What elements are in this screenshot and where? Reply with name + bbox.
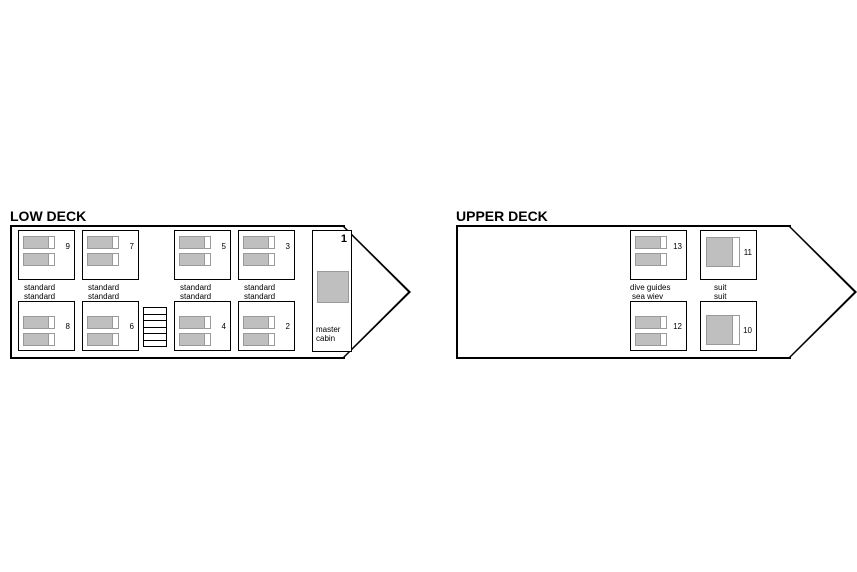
pillow-icon (48, 253, 55, 266)
deck-plan-canvas: LOW DECK 9 standard 7 standard 5 standar… (0, 0, 857, 572)
upper-deck-title: UPPER DECK (456, 208, 548, 224)
pillow-icon (204, 316, 211, 329)
cabin-label: dive guides (630, 283, 670, 292)
cabin-label: standard (244, 283, 275, 292)
cabin-8: 8 (18, 301, 75, 351)
pillow-icon (268, 253, 275, 266)
cabin-9: 9 (18, 230, 75, 280)
cabin-label: suit (714, 283, 726, 292)
pillow-icon (204, 333, 211, 346)
cabin-4: 4 (174, 301, 231, 351)
pillow-icon (732, 237, 740, 267)
cabin-label: suit (714, 292, 726, 301)
cabin-number: 5 (221, 242, 227, 251)
cabin-label: standard (88, 283, 119, 292)
low-deck-title: LOW DECK (10, 208, 86, 224)
pillow-icon (112, 316, 119, 329)
pillow-icon (660, 236, 667, 249)
cabin-label: sea wiev (632, 292, 663, 301)
cabin-label: standard (24, 292, 55, 301)
cabin-2: 2 (238, 301, 295, 351)
cabin-number: 7 (129, 242, 135, 251)
cabin-number: 1 (340, 233, 348, 245)
cabin-number: 3 (285, 242, 291, 251)
cabin-10: 10 (700, 301, 757, 351)
pillow-icon (660, 316, 667, 329)
cabin-number: 2 (285, 322, 291, 331)
cabin-label: master cabin (316, 325, 340, 343)
pillow-icon (48, 316, 55, 329)
pillow-icon (268, 333, 275, 346)
cabin-number: 10 (742, 326, 753, 335)
cabin-number: 13 (672, 242, 683, 251)
pillow-icon (732, 315, 740, 345)
cabin-3: 3 (238, 230, 295, 280)
upper-deck-hull-bow (789, 225, 857, 359)
cabin-label: standard (180, 283, 211, 292)
cabin-7: 7 (82, 230, 139, 280)
cabin-number: 12 (672, 322, 683, 331)
cabin-number: 6 (129, 322, 135, 331)
cabin-number: 9 (65, 242, 71, 251)
pillow-icon (48, 236, 55, 249)
cabin-label: standard (180, 292, 211, 301)
stairs-icon (143, 307, 167, 347)
pillow-icon (112, 253, 119, 266)
cabin-number: 8 (65, 322, 71, 331)
cabin-number: 11 (743, 248, 753, 257)
cabin-label: standard (88, 292, 119, 301)
cabin-label: standard (244, 292, 275, 301)
bed-icon (317, 271, 349, 303)
pillow-icon (204, 253, 211, 266)
pillow-icon (660, 253, 667, 266)
cabin-11: 11 (700, 230, 757, 280)
cabin-5: 5 (174, 230, 231, 280)
cabin-number: 4 (221, 322, 227, 331)
pillow-icon (204, 236, 211, 249)
cabin-master: 1 master cabin (312, 230, 352, 352)
pillow-icon (48, 333, 55, 346)
cabin-label: standard (24, 283, 55, 292)
cabin-12: 12 (630, 301, 687, 351)
pillow-icon (660, 333, 667, 346)
pillow-icon (112, 333, 119, 346)
pillow-icon (268, 316, 275, 329)
low-deck-hull-bow (343, 225, 411, 359)
cabin-6: 6 (82, 301, 139, 351)
pillow-icon (268, 236, 275, 249)
pillow-icon (112, 236, 119, 249)
cabin-13: 13 (630, 230, 687, 280)
